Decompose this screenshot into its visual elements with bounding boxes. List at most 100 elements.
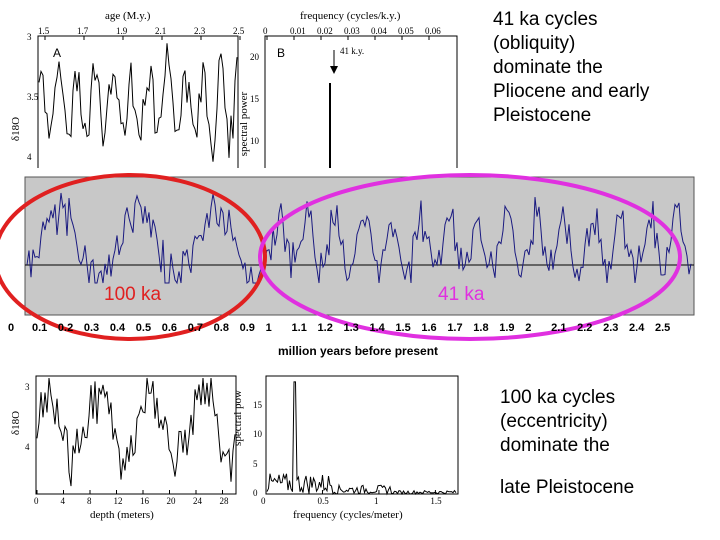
top-spectrum-chart: frequency (cycles/k.y.) 0 0.01 0.02 0.03 0.0… bbox=[238, 8, 462, 168]
bottom-left-x-tick-label: 20 bbox=[166, 496, 176, 506]
bottom-spectrum-frame bbox=[265, 375, 459, 495]
bottom-spectrum-y-tick-label: 0 bbox=[253, 488, 258, 498]
bottom-left-y-tick-label: 4 bbox=[25, 442, 30, 452]
caption-line: (obliquity) bbox=[493, 33, 576, 54]
top-left-top-tick-label: 2.5 bbox=[233, 26, 245, 36]
top-left-ylabel: δ18O bbox=[10, 116, 23, 142]
bottom-left-x-tick-label: 24 bbox=[193, 496, 202, 506]
bottom-left-plot-frame bbox=[35, 375, 237, 495]
bottom-left-x-tick-label: 8 bbox=[87, 496, 92, 506]
bottom-spectrum-svg bbox=[265, 375, 459, 496]
top-spectrum-y-tick-label: 15 bbox=[250, 94, 259, 104]
bottom-left-chart: 3 4 0 4 8 12 16 20 24 28 δ18O depth (meters) bbox=[8, 372, 240, 532]
top-spectrum-frame bbox=[264, 35, 458, 168]
bottom-left-x-tick-label: 4 bbox=[60, 496, 66, 506]
main-record-x-tick-label: 2.2 bbox=[577, 322, 593, 334]
top-spectrum-y-tick-label: 10 bbox=[250, 136, 259, 146]
caption-line: dominate the bbox=[500, 435, 610, 456]
bottom-left-xlabel: depth (meters) bbox=[90, 509, 154, 521]
top-left-top-tick-label: 1.9 bbox=[116, 26, 128, 36]
label-41ka: 41 ka bbox=[438, 284, 485, 305]
caption-line: Pleistocene bbox=[493, 105, 592, 126]
top-spectrum-arrow-head bbox=[330, 66, 338, 74]
top-spectrum-ylabel: spectral power bbox=[238, 91, 251, 157]
main-record-x-tick-label: 2.5 bbox=[655, 322, 671, 334]
main-record-chart: 100 ka 41 ka 0 0.1 0.2 0.3 0.4 0.5 0.6 0.7 0.8 0.… bbox=[0, 165, 720, 360]
bottom-left-x-tick-label: 16 bbox=[140, 496, 149, 506]
main-record-x-tick-label: 1.6 bbox=[421, 322, 437, 334]
main-record-x-tick-label: 1.8 bbox=[473, 322, 489, 334]
top-spectrum-top-tick-label: 0.05 bbox=[398, 26, 414, 36]
main-record-x-tick-label: 1.5 bbox=[395, 322, 411, 334]
bottom-spectrum-y-tick-label: 5 bbox=[253, 458, 258, 469]
main-record-x-tick-label: 2.4 bbox=[629, 322, 645, 334]
bottom-spectrum-x-tick-label: 1.5 bbox=[430, 496, 442, 506]
main-record-x-tick-label: 1.3 bbox=[343, 322, 359, 334]
top-spectrum-title: frequency (cycles/k.y.) bbox=[300, 10, 401, 22]
top-left-top-tick-label: 1.7 bbox=[77, 26, 89, 36]
bottom-left-x-tick-label: 0 bbox=[34, 496, 39, 506]
top-spectrum-top-tick-label: 0.01 bbox=[290, 26, 306, 36]
main-record-x-tick-label: 1.2 bbox=[317, 322, 333, 334]
top-spectrum-top-tick-label: 0.02 bbox=[317, 26, 333, 36]
bottom-right-caption: 100 ka cycles (eccentricity) dominate th… bbox=[500, 386, 715, 500]
main-record-x-tick-label: 2.1 bbox=[551, 322, 567, 334]
top-left-y-tick-label: 3 bbox=[27, 32, 32, 42]
top-left-y-tick-label: 3.5 bbox=[27, 92, 39, 102]
bottom-left-x-tick-label: 28 bbox=[219, 496, 229, 506]
top-left-ticks bbox=[44, 36, 241, 40]
main-record-x-tick-label: 0.9 bbox=[239, 322, 255, 334]
top-left-chart-svg bbox=[37, 35, 241, 168]
caption-line: late Pleistocene bbox=[500, 477, 635, 498]
main-record-x-tick-label: 0.8 bbox=[213, 322, 229, 334]
top-spectrum-svg bbox=[264, 35, 458, 168]
top-left-y-tick-label: 4 bbox=[27, 152, 32, 162]
main-record-x-tick-label: 1 bbox=[265, 322, 272, 334]
bottom-left-x-tick-label: 12 bbox=[113, 496, 123, 506]
main-record-x-tick-label: 1.7 bbox=[447, 322, 463, 334]
bottom-left-ticks bbox=[36, 490, 223, 494]
top-spectrum-top-tick-label: 0 bbox=[263, 26, 268, 36]
bottom-spectrum-x-tick-label: 0 bbox=[261, 496, 266, 506]
bottom-spectrum-ylabel: spectral pow bbox=[231, 390, 244, 446]
main-record-x-tick-label: 0 bbox=[8, 322, 15, 334]
top-left-chart: age (M.y.) 1.5 1.7 1.9 2.1 2.3 2.5 A 3 3.5 4 δ1… bbox=[10, 8, 245, 168]
bottom-spectrum-ticks bbox=[265, 490, 436, 494]
main-record-x-tick-label: 0.3 bbox=[83, 322, 100, 334]
main-record-series-line bbox=[26, 192, 692, 285]
bottom-spectrum-y-tick-label: 10 bbox=[253, 429, 262, 439]
bottom-spectrum-chart: 0 5 10 15 0 0.5 1 1.5 spectral pow frequency (… bbox=[232, 372, 464, 532]
bottom-spectrum-series-line bbox=[266, 381, 457, 496]
bottom-spectrum-y-tick-label: 15 bbox=[253, 399, 262, 410]
bottom-spectrum-x-tick-label: 1 bbox=[373, 496, 379, 506]
caption-line: 100 ka cycles bbox=[500, 387, 616, 408]
top-spectrum-top-tick-label: 0.06 bbox=[425, 26, 441, 36]
main-record-x-tick-label: 0.7 bbox=[187, 322, 204, 334]
top-left-series-line bbox=[38, 43, 238, 162]
caption-line: 41 ka cycles bbox=[493, 9, 598, 30]
bottom-left-series-line bbox=[36, 377, 236, 487]
main-record-band bbox=[24, 176, 695, 316]
panel-letter-b: B bbox=[277, 46, 286, 60]
panel-letter-a: A bbox=[53, 46, 62, 60]
main-record-svg bbox=[0, 173, 695, 341]
main-record-x-tick-label: 0.2 bbox=[57, 322, 74, 334]
top-spectrum-ticks bbox=[266, 36, 430, 40]
top-spectrum-top-tick-label: 0.04 bbox=[371, 26, 387, 36]
top-left-title: age (M.y.) bbox=[105, 10, 151, 22]
top-left-top-tick-label: 2.1 bbox=[155, 26, 167, 36]
top-spectrum-y-tick-label: 20 bbox=[250, 52, 259, 62]
main-record-xlabel: million years before present bbox=[278, 344, 439, 358]
bottom-left-ylabel: δ18O bbox=[10, 410, 23, 436]
caption-line: dominate the bbox=[493, 57, 603, 78]
main-record-x-tick-label: 1.9 bbox=[499, 322, 515, 334]
ellipse-41ka bbox=[258, 173, 682, 341]
main-record-x-tick-label: 0.1 bbox=[31, 322, 48, 334]
ellipse-100ka bbox=[0, 173, 267, 341]
top-spectrum-annotation: 41 k.y. bbox=[340, 46, 365, 56]
main-record-x-tick-label: 1.1 bbox=[291, 322, 307, 334]
top-left-top-tick-label: 1.5 bbox=[38, 26, 50, 36]
bottom-spectrum-x-tick-label: 0.5 bbox=[317, 496, 329, 506]
top-left-plot-frame bbox=[37, 35, 239, 168]
main-record-x-tick-label: 0.6 bbox=[161, 322, 178, 334]
